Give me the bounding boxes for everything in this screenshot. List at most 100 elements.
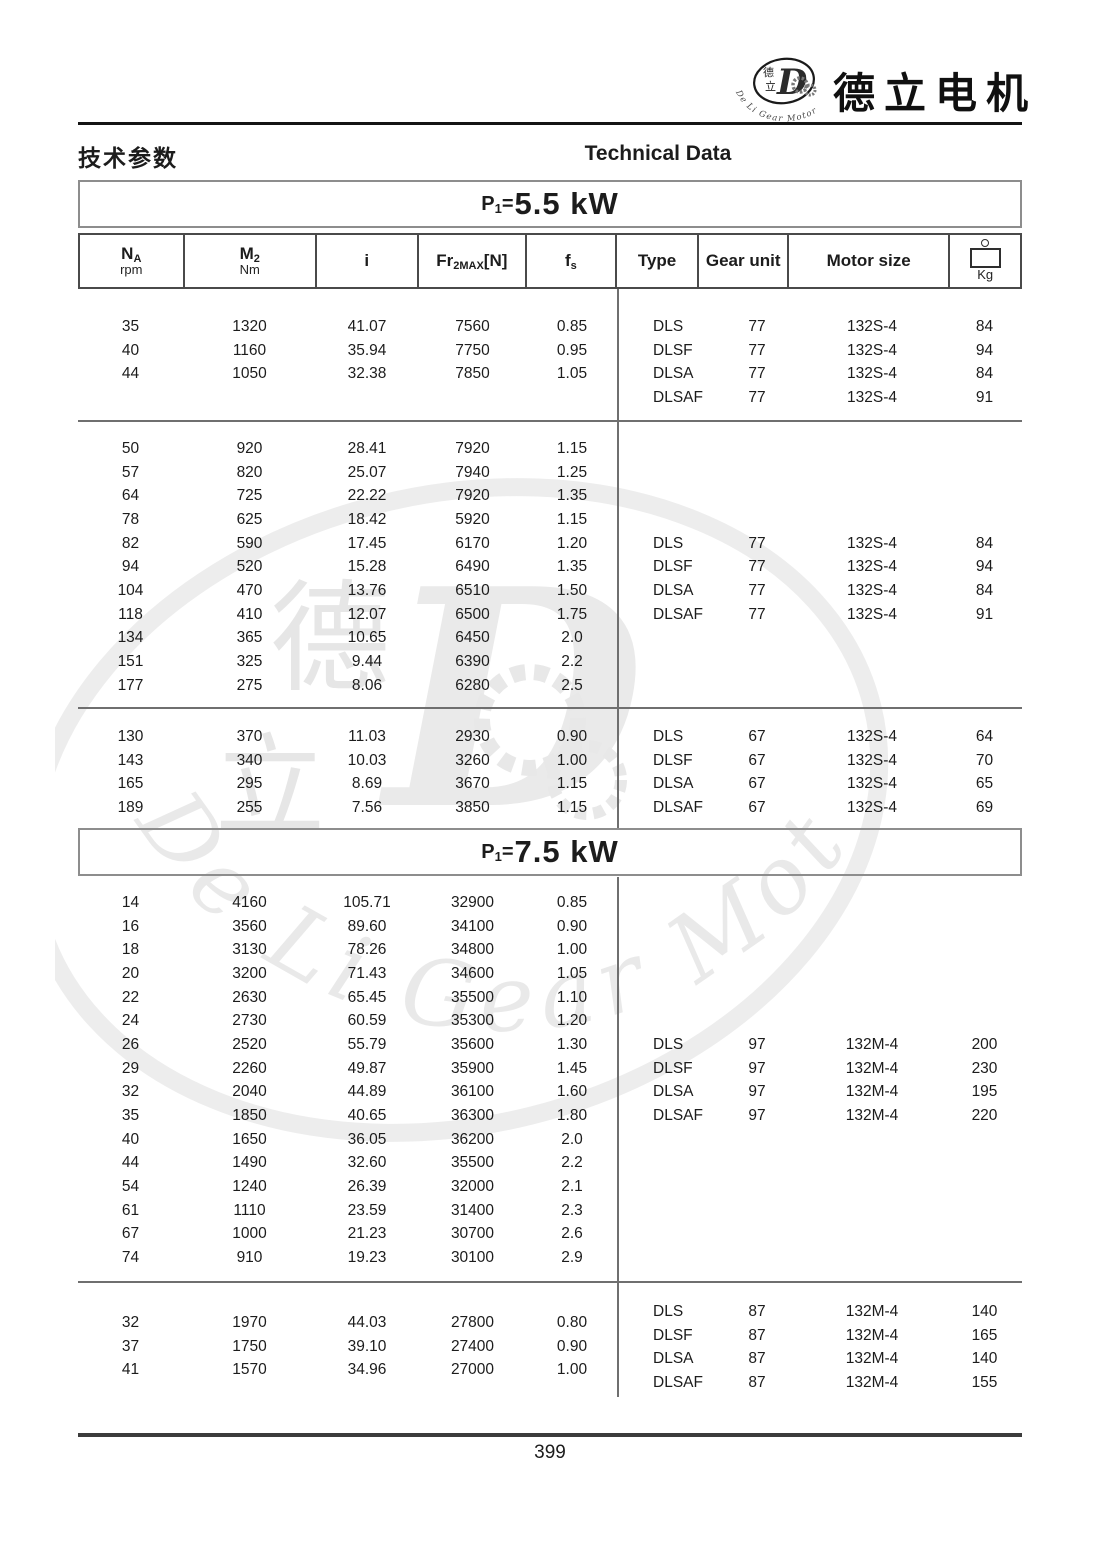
fr2max-cell: 7920 (455, 439, 490, 457)
table-row: 26 2520 55.79 35600 1.30 (78, 1033, 617, 1057)
fr2max-cell: 6490 (455, 558, 490, 576)
motor-size-cell: 132S-4 (847, 388, 897, 406)
i-cell: 25.07 (347, 463, 387, 481)
data-block: 32 1970 44.03 27800 0.80 37 1750 39.10 27400 0.90… (78, 1283, 1022, 1433)
power-symbol-sub: 1 (494, 200, 502, 216)
logo-char-top: 德 (763, 65, 774, 79)
i-cell: 17.45 (347, 534, 387, 552)
fs-cell: 0.85 (556, 893, 588, 911)
weight-cell: 230 (971, 1059, 998, 1077)
fr2max-cell: 7750 (455, 341, 490, 359)
fs-cell: 1.35 (556, 558, 588, 576)
fr2max-cell: 2930 (455, 727, 490, 745)
gear-unit-cell: 77 (748, 534, 766, 552)
table-row: 41 1570 34.96 27000 1.00 (78, 1358, 617, 1382)
fs-cell: 1.75 (556, 605, 588, 623)
weight-cell: 140 (971, 1302, 998, 1320)
table-row: DLSF 97 132M-4 230 (617, 1057, 1017, 1081)
table-row: 61 1110 23.59 31400 2.3 (78, 1199, 617, 1223)
fr2max-cell: 7920 (455, 487, 490, 505)
fs-cell: 2.2 (561, 1154, 583, 1172)
type-label: Type (637, 251, 677, 271)
gear-unit-cell: 77 (748, 365, 766, 383)
column-divider (617, 289, 619, 422)
m2-cell: 1750 (232, 1337, 267, 1355)
i-cell: 78.26 (347, 941, 387, 959)
table-row: 64 725 22.22 7920 1.35 (78, 484, 617, 508)
fs-cell: 1.25 (556, 463, 588, 481)
na-cell: 37 (121, 1337, 140, 1355)
m2-cell: 470 (236, 581, 263, 599)
na-cell: 134 (117, 629, 144, 647)
fs-cell: 1.00 (556, 1361, 588, 1379)
i-cell: 49.87 (347, 1059, 387, 1077)
m2-cell: 725 (236, 487, 263, 505)
m2-cell: 625 (236, 510, 263, 528)
type-cell: DLSF (653, 341, 693, 359)
fr2max-cell: 32900 (450, 893, 495, 911)
table-row: 151 325 9.44 6390 2.2 (78, 650, 617, 674)
i-cell: 12.07 (347, 605, 387, 623)
power-title-5-5kw: P 1 = 5.5 kW (78, 180, 1022, 228)
i-cell: 23.59 (347, 1201, 387, 1219)
table-row: 16 3560 89.60 34100 0.90 (78, 915, 617, 939)
right-row-group: DLS 77 132S-4 84 DLSF 77 132S-4 94 DLSA 77 132S-4 8… (617, 532, 1017, 627)
table-row: 22 2630 65.45 35500 1.10 (78, 986, 617, 1010)
fr2max-cell: 6500 (455, 605, 490, 623)
fr2max-cell: 27400 (450, 1337, 495, 1355)
i-cell: 10.65 (347, 629, 387, 647)
right-row-group: DLS 87 132M-4 140 DLSF 87 132M-4 165 DLSA 87 132M-… (617, 1300, 1017, 1395)
fs-label: f (565, 251, 571, 271)
na-cell: 78 (121, 510, 140, 528)
i-cell: 9.44 (351, 653, 383, 671)
table-row: DLSAF 77 132S-4 91 (617, 386, 1017, 410)
technical-data-table: P 1 = 5.5 kW NA rpm M2 Nm i Fr2MAX[N] fs Ty… (78, 180, 1022, 1470)
m2-cell: 340 (236, 751, 263, 769)
i-cell: 44.03 (347, 1313, 387, 1331)
gear-unit-cell: 87 (748, 1373, 766, 1391)
table-row: DLSA 67 132S-4 65 (617, 772, 1017, 796)
fr2max-cell: 34600 (450, 964, 495, 982)
fr2max-cell: 5920 (455, 510, 490, 528)
table-row: DLS 97 132M-4 200 (617, 1033, 1017, 1057)
m2-cell: 2630 (232, 988, 267, 1006)
fr2max-cell: 35600 (450, 1035, 495, 1053)
brand-name: 德立电机 (833, 69, 1038, 118)
na-cell: 189 (117, 798, 144, 816)
i-cell: 13.76 (347, 581, 387, 599)
table-row: DLS 77 132S-4 84 (617, 532, 1017, 556)
fr2max-cell: 6510 (455, 581, 490, 599)
na-cell: 14 (121, 893, 140, 911)
power-eq: = (501, 840, 514, 863)
na-sub: A (133, 252, 142, 265)
gear-unit-cell: 97 (748, 1059, 766, 1077)
logo-ellipse (753, 57, 815, 105)
table-row: 177 275 8.06 6280 2.5 (78, 674, 617, 698)
column-divider (617, 422, 619, 709)
m2-cell: 520 (236, 558, 263, 576)
na-cell: 35 (121, 1107, 140, 1125)
m2-cell: 4160 (232, 893, 267, 911)
fr2max-cell: 6390 (455, 653, 490, 671)
i-cell: 8.69 (351, 775, 383, 793)
table-row: 29 2260 49.87 35900 1.45 (78, 1057, 617, 1081)
type-cell: DLS (653, 534, 684, 552)
i-cell: 34.96 (347, 1361, 387, 1379)
power-symbol: P (481, 192, 495, 215)
table-row: DLSF 67 132S-4 70 (617, 749, 1017, 773)
motor-size-cell: 132M-4 (845, 1107, 899, 1125)
motor-size-cell: 132S-4 (847, 534, 897, 552)
i-cell: 71.43 (347, 964, 387, 982)
table-row: 40 1160 35.94 7750 0.95 (78, 339, 617, 363)
data-block: 35 1320 41.07 7560 0.85 40 1160 35.94 7750 0.95 44… (78, 289, 1022, 422)
table-row: 32 2040 44.89 36100 1.60 (78, 1081, 617, 1105)
weight-cell: 84 (975, 582, 994, 600)
table-row: DLSAF 77 132S-4 91 (617, 603, 1017, 627)
fr2max-cell: 35500 (450, 988, 495, 1006)
m2-cell: 325 (236, 653, 263, 671)
type-cell: DLSF (653, 1326, 693, 1344)
weight-cell: 64 (975, 727, 994, 745)
table-row: DLSAF 67 132S-4 69 (617, 796, 1017, 820)
weight-cell: 140 (971, 1350, 998, 1368)
table-row: 24 2730 60.59 35300 1.20 (78, 1009, 617, 1033)
